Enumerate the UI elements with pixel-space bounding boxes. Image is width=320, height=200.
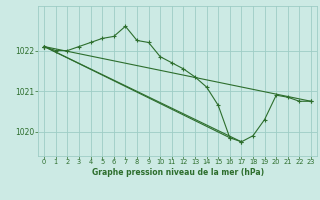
X-axis label: Graphe pression niveau de la mer (hPa): Graphe pression niveau de la mer (hPa) — [92, 168, 264, 177]
